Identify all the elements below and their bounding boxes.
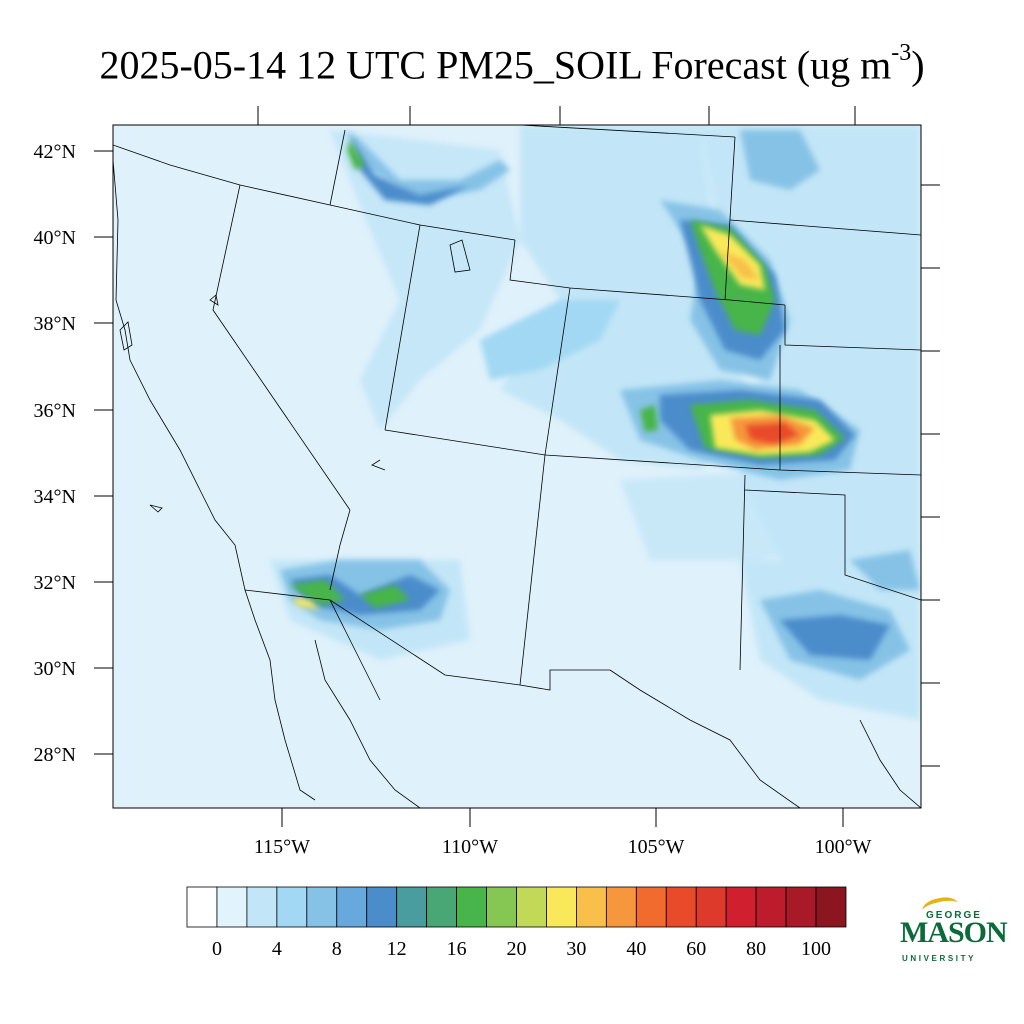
map-plot-area bbox=[113, 125, 921, 808]
colorbar-label: 80 bbox=[746, 938, 766, 960]
lat-label-42: 42°N bbox=[34, 141, 76, 163]
colorbar-label: 16 bbox=[447, 938, 467, 960]
logo-george: GEORGE bbox=[926, 910, 982, 921]
colorbar-labels: 0 4 8 12 16 20 30 40 60 80 100 bbox=[212, 938, 831, 960]
lat-label-32: 32°N bbox=[34, 572, 76, 594]
title-close: ) bbox=[911, 42, 925, 88]
colorbar-swatch bbox=[486, 886, 517, 928]
colorbar-swatch bbox=[426, 886, 457, 928]
colorbar-swatch bbox=[516, 886, 547, 928]
colorbar-swatch bbox=[366, 886, 398, 928]
colorbar-swatch bbox=[725, 886, 757, 928]
colorbar-swatch bbox=[246, 886, 278, 928]
gmu-logo: GEORGE MASON UNIVERSITY bbox=[896, 894, 1008, 968]
colorbar-label: 60 bbox=[686, 938, 706, 960]
colorbar bbox=[186, 886, 847, 928]
logo-university: UNIVERSITY bbox=[902, 954, 977, 963]
title-exponent: -3 bbox=[891, 40, 912, 66]
colorbar-swatch bbox=[755, 886, 787, 928]
concentration-field-hot bbox=[292, 225, 835, 610]
title-text: 2025-05-14 12 UTC PM25_SOIL Forecast (ug… bbox=[99, 42, 892, 88]
logo-mason: MASON bbox=[900, 916, 1008, 949]
lon-label-110: 110°W bbox=[442, 836, 498, 858]
colorbar-label: 20 bbox=[507, 938, 527, 960]
colorbar-label: 12 bbox=[387, 938, 407, 960]
lat-label-28: 28°N bbox=[34, 744, 76, 766]
lat-label-40: 40°N bbox=[34, 227, 76, 249]
colorbar-label: 40 bbox=[626, 938, 646, 960]
lon-label-115: 115°W bbox=[254, 836, 310, 858]
colorbar-label: 4 bbox=[272, 938, 282, 960]
colorbar-swatch bbox=[665, 886, 697, 928]
colorbar-swatch bbox=[306, 886, 338, 928]
lat-label-38: 38°N bbox=[34, 313, 76, 335]
colorbar-label: 30 bbox=[566, 938, 586, 960]
lat-label-30: 30°N bbox=[34, 658, 76, 680]
colorbar-swatch bbox=[605, 886, 637, 928]
colorbar-swatch bbox=[216, 886, 248, 928]
colorbar-label: 8 bbox=[332, 938, 342, 960]
lat-label-34: 34°N bbox=[34, 486, 76, 508]
map-frame bbox=[112, 124, 922, 809]
colorbar-label: 0 bbox=[212, 938, 222, 960]
colorbar-label: 100 bbox=[801, 938, 831, 960]
colorbar-swatch bbox=[695, 886, 727, 928]
colorbar-swatch bbox=[336, 886, 368, 928]
colorbar-swatch bbox=[546, 886, 577, 928]
colorbar-swatch bbox=[815, 886, 847, 928]
latitude-labels: 42°N 40°N 38°N 36°N 34°N 32°N 30°N 28°N bbox=[34, 141, 76, 766]
colorbar-swatch bbox=[785, 886, 817, 928]
colorbar-swatch bbox=[456, 886, 487, 928]
colorbar-swatch bbox=[276, 886, 308, 928]
colorbar-swatch bbox=[635, 886, 667, 928]
map-ticks bbox=[94, 106, 940, 827]
lon-label-100: 100°W bbox=[815, 836, 872, 858]
colorbar-swatch bbox=[396, 886, 428, 928]
colorbar-swatch bbox=[576, 886, 607, 928]
coastlines bbox=[113, 159, 921, 808]
longitude-labels: 115°W 110°W 105°W 100°W bbox=[254, 836, 872, 858]
colorbar-swatch bbox=[186, 886, 218, 928]
state-borders bbox=[113, 125, 921, 808]
map-title: 2025-05-14 12 UTC PM25_SOIL Forecast (ug… bbox=[0, 34, 1024, 88]
lon-label-105: 105°W bbox=[628, 836, 685, 858]
lat-label-36: 36°N bbox=[34, 400, 76, 422]
